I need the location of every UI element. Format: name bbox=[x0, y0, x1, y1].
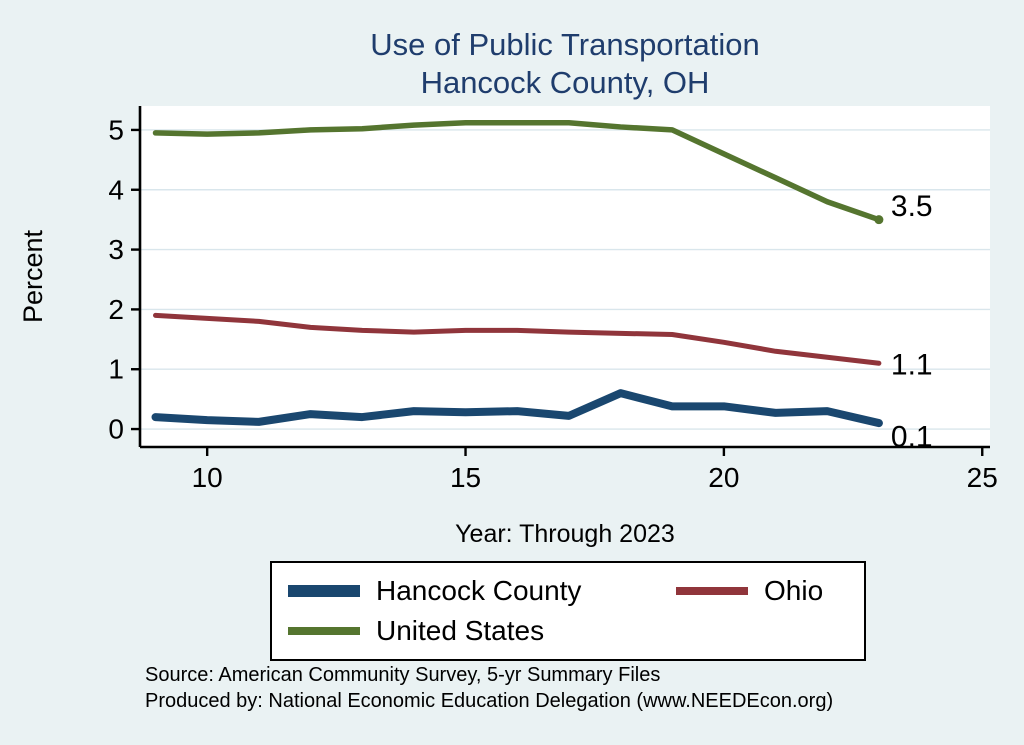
svg-text:Percent: Percent bbox=[18, 229, 48, 323]
legend: Hancock County Ohio United States bbox=[270, 561, 866, 661]
legend-swatch-united-states bbox=[288, 627, 360, 635]
legend-swatch-ohio bbox=[676, 587, 748, 595]
chart-title: Use of Public Transportation Hancock Cou… bbox=[140, 26, 990, 102]
chart-title-line1: Use of Public Transportation bbox=[370, 27, 760, 62]
svg-text:15: 15 bbox=[450, 462, 481, 493]
legend-item-hancock-county: Hancock County bbox=[288, 575, 676, 607]
svg-text:20: 20 bbox=[708, 462, 739, 493]
svg-text:2: 2 bbox=[108, 294, 124, 325]
svg-text:3.5: 3.5 bbox=[891, 190, 933, 223]
legend-swatch-hancock-county bbox=[288, 585, 360, 597]
svg-text:25: 25 bbox=[967, 462, 998, 493]
chart-title-line2: Hancock County, OH bbox=[420, 65, 710, 100]
svg-text:1: 1 bbox=[108, 354, 124, 385]
produced-by-note: Produced by: National Economic Education… bbox=[145, 690, 834, 712]
svg-text:3: 3 bbox=[108, 234, 124, 265]
legend-label-united-states: United States bbox=[376, 615, 545, 646]
legend-item-united-states: United States bbox=[288, 615, 676, 647]
svg-text:0: 0 bbox=[108, 414, 124, 445]
source-note: Source: American Community Survey, 5-yr … bbox=[145, 664, 661, 686]
legend-label-hancock-county: Hancock County bbox=[376, 575, 582, 606]
svg-text:1.1: 1.1 bbox=[891, 349, 933, 382]
legend-item-ohio: Ohio bbox=[676, 575, 848, 607]
svg-text:4: 4 bbox=[108, 174, 124, 205]
svg-text:5: 5 bbox=[108, 114, 124, 145]
svg-text:0.1: 0.1 bbox=[891, 421, 933, 454]
x-axis-label: Year: Through 2023 bbox=[455, 520, 675, 548]
legend-label-ohio: Ohio bbox=[764, 575, 824, 606]
footer: Source: American Community Survey, 5-yr … bbox=[145, 662, 833, 714]
svg-text:10: 10 bbox=[192, 462, 223, 493]
